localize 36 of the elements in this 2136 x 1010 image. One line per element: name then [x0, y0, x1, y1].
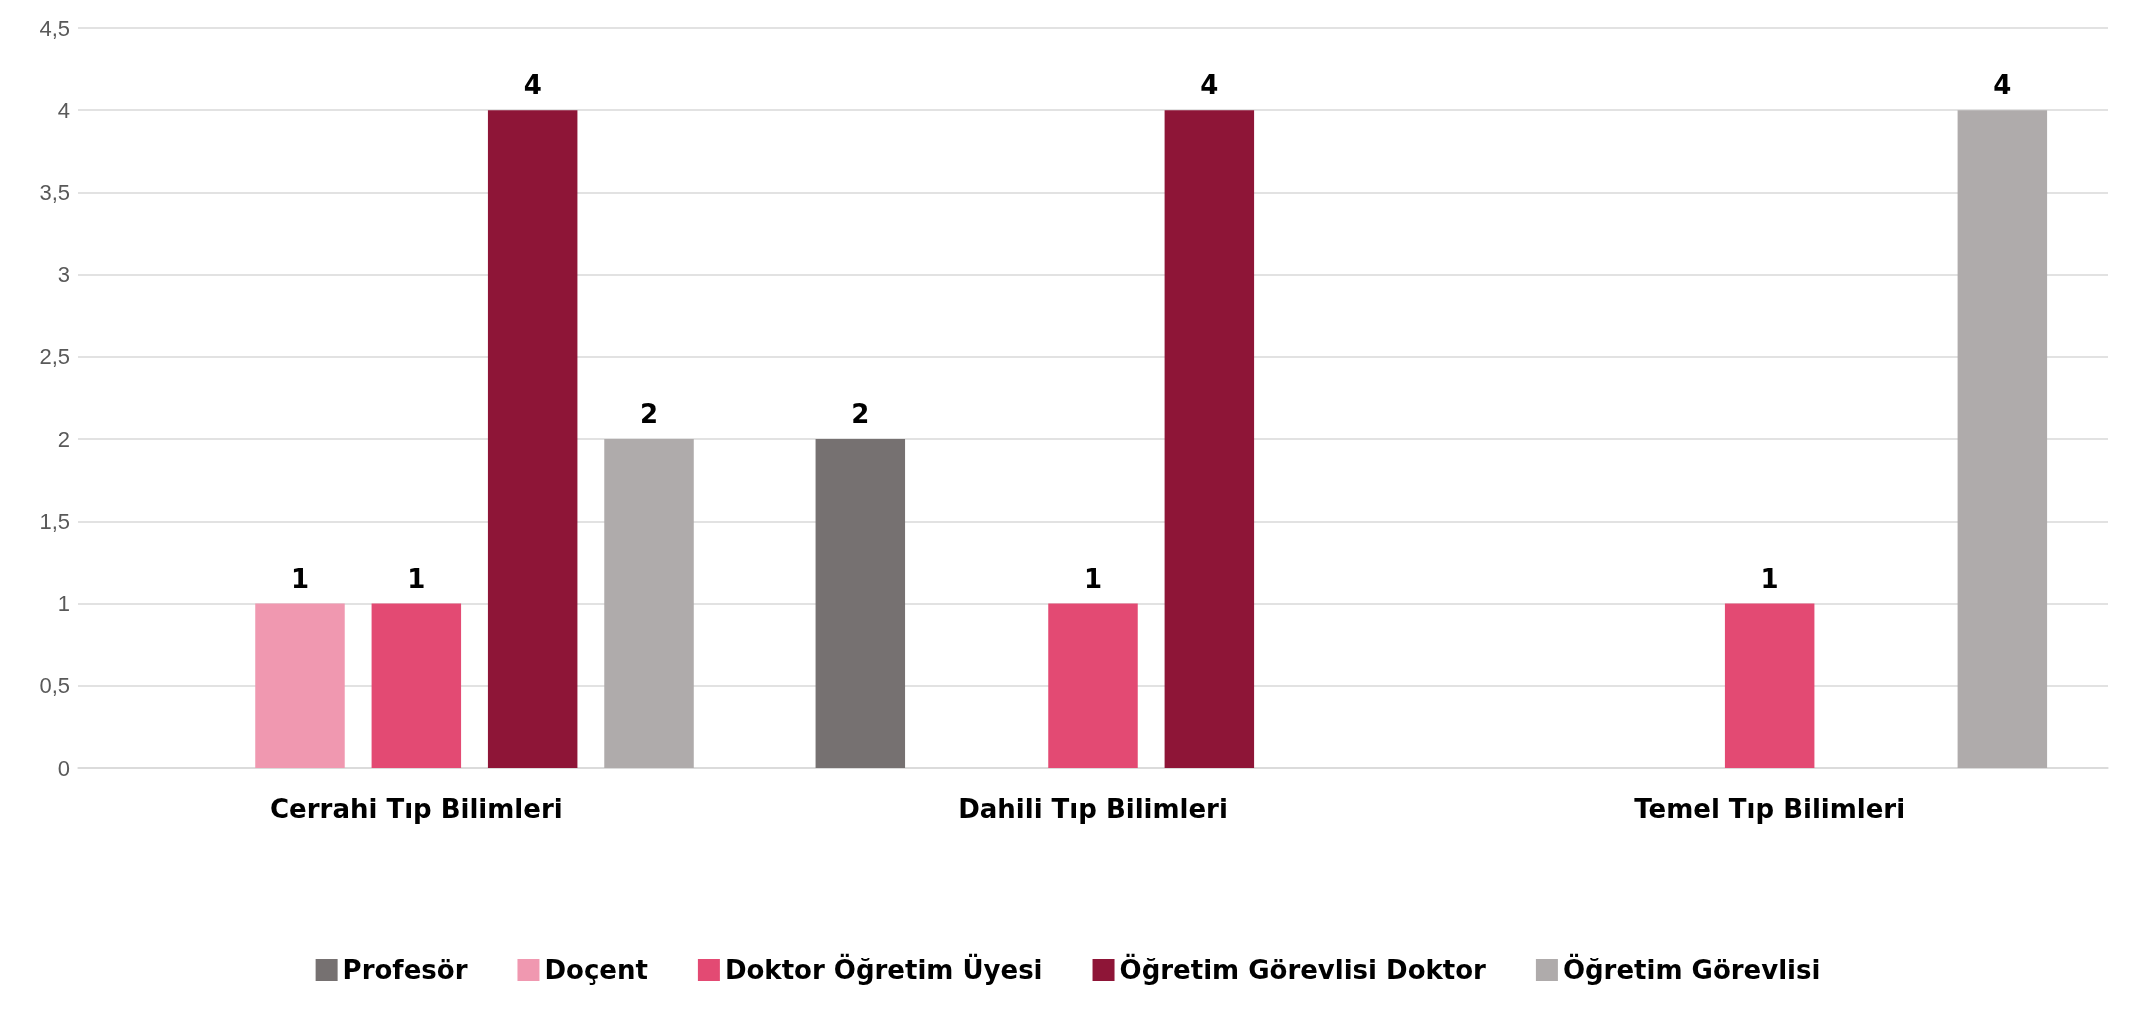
bar [604, 439, 694, 768]
data-label: 4 [523, 70, 542, 101]
data-label: 1 [1760, 563, 1779, 594]
y-tick-label: 0,5 [39, 673, 70, 699]
bar [815, 439, 906, 768]
data-label: 1 [1083, 563, 1103, 594]
y-tick-label: 2,5 [39, 344, 70, 370]
bar [1164, 110, 1255, 768]
y-tick-label: 4,5 [39, 15, 70, 41]
y-tick-label: 4 [57, 97, 70, 123]
data-label: 2 [851, 399, 870, 430]
bar [487, 110, 578, 768]
legend-label: Doktor Öğretim Üyesi [724, 953, 1043, 985]
x-tick-label: Cerrahi Tıp Bilimleri [270, 794, 563, 824]
x-tick-label: Temel Tıp Bilimleri [1634, 794, 1906, 824]
bar [255, 603, 345, 768]
bar [1724, 603, 1815, 768]
legend-label: Öğretim Görevlisi [1562, 953, 1821, 985]
data-label: 4 [1993, 70, 2012, 101]
y-tick-label: 1,5 [39, 508, 70, 534]
legend-label: Doçent [544, 955, 648, 985]
bar [371, 603, 462, 768]
bar [1957, 110, 2048, 768]
data-label: 1 [407, 563, 426, 594]
y-tick-label: 0 [57, 755, 70, 781]
data-label: 4 [1200, 70, 1219, 101]
bar [1048, 603, 1138, 768]
y-tick-label: 3,5 [39, 179, 70, 205]
data-label: 1 [290, 563, 310, 594]
y-tick-label: 2 [57, 426, 70, 452]
x-tick-label: Dahili Tıp Bilimleri [958, 794, 1228, 824]
y-tick-label: 3 [57, 262, 70, 288]
legend-label: Öğretim Görevlisi Doktor [1119, 953, 1487, 985]
legend-label: Profesör [342, 955, 468, 985]
data-label: 2 [639, 399, 659, 430]
y-tick-label: 1 [57, 591, 70, 617]
